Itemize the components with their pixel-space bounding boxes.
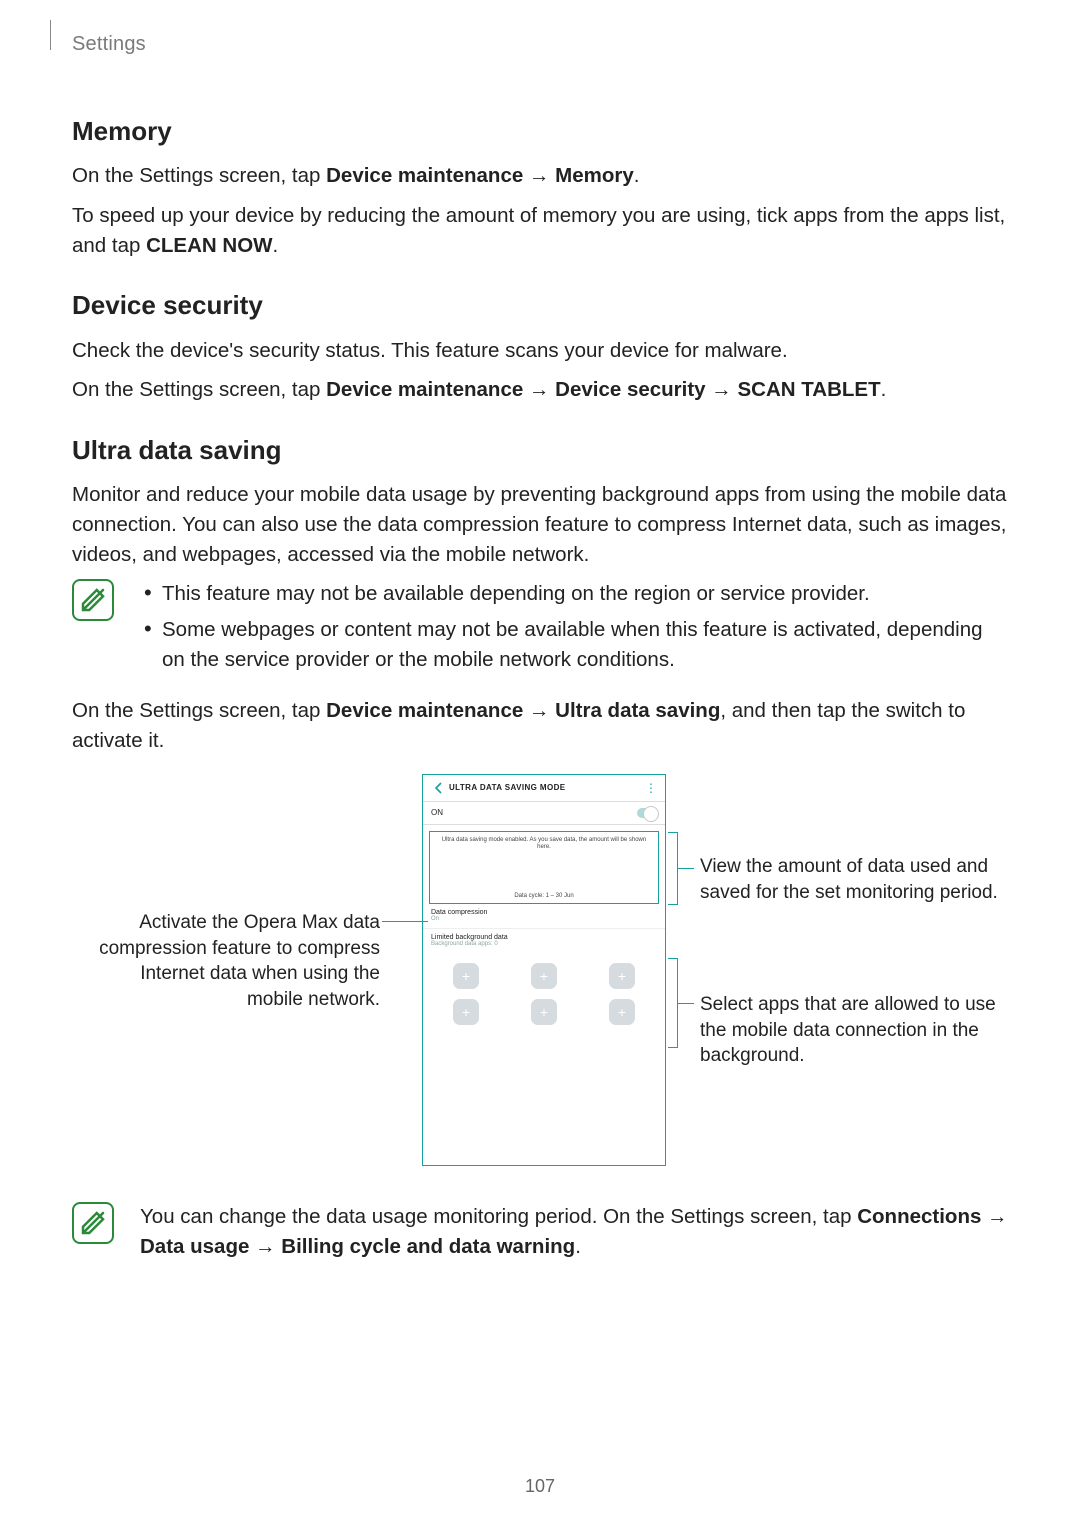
item-title: Limited background data bbox=[431, 934, 657, 941]
memory-p2: To speed up your device by reducing the … bbox=[72, 201, 1008, 260]
uds-intro: Monitor and reduce your mobile data usag… bbox=[72, 480, 1008, 569]
bold: SCAN TABLET bbox=[738, 378, 881, 401]
note-block: This feature may not be available depend… bbox=[72, 579, 1008, 680]
callout-line bbox=[678, 1003, 694, 1004]
bold: CLEAN NOW bbox=[146, 234, 272, 257]
phone-app-grid: + + + + + + bbox=[423, 953, 665, 1035]
security-p2: On the Settings screen, tap Device maint… bbox=[72, 375, 1008, 405]
phone-item-limited-bg[interactable]: Limited background data Background data … bbox=[423, 929, 665, 953]
chart-cycle: Data cycle: 1 – 30 Jun bbox=[436, 893, 652, 899]
text: On the Settings screen, tap bbox=[72, 699, 326, 722]
note-item: This feature may not be available depend… bbox=[140, 579, 1008, 609]
security-p1: Check the device's security status. This… bbox=[72, 336, 1008, 366]
diagram: ULTRA DATA SAVING MODE ⋮ ON Ultra data s… bbox=[72, 774, 1008, 1174]
note-list: This feature may not be available depend… bbox=[140, 579, 1008, 680]
back-icon[interactable] bbox=[431, 782, 447, 794]
note-icon-wrap bbox=[72, 579, 120, 680]
add-app-slot[interactable]: + bbox=[609, 999, 635, 1025]
arrow: → bbox=[523, 164, 555, 187]
pencil-note-icon bbox=[78, 1208, 108, 1238]
tip-block: You can change the data usage monitoring… bbox=[72, 1202, 1008, 1271]
callout-bracket bbox=[668, 958, 678, 1048]
note-icon-wrap bbox=[72, 1202, 120, 1271]
page: Settings Memory On the Settings screen, … bbox=[0, 0, 1080, 1527]
on-label: ON bbox=[431, 808, 443, 817]
phone-item-compression[interactable]: Data compression On bbox=[423, 904, 665, 929]
memory-p1: On the Settings screen, tap Device maint… bbox=[72, 161, 1008, 191]
arrow: → bbox=[706, 378, 738, 401]
heading-uds: Ultra data saving bbox=[72, 435, 1008, 466]
bold: Memory bbox=[555, 164, 634, 187]
bold: Connections bbox=[857, 1205, 981, 1228]
callout-right-top: View the amount of data used and saved f… bbox=[700, 854, 1000, 905]
callout-left: Activate the Opera Max data compression … bbox=[90, 910, 380, 1013]
text: On the Settings screen, tap bbox=[72, 378, 326, 401]
text: . bbox=[634, 164, 640, 187]
text: . bbox=[575, 1235, 581, 1258]
pencil-note-icon bbox=[78, 585, 108, 615]
add-app-slot[interactable]: + bbox=[453, 999, 479, 1025]
page-number: 107 bbox=[0, 1476, 1080, 1497]
bold: Device maintenance bbox=[326, 164, 523, 187]
side-rule bbox=[50, 20, 51, 50]
callout-bracket bbox=[668, 832, 678, 905]
toggle-switch-icon[interactable] bbox=[637, 808, 657, 818]
section-uds: Ultra data saving Monitor and reduce you… bbox=[72, 435, 1008, 1271]
uds-p2: On the Settings screen, tap Device maint… bbox=[72, 696, 1008, 755]
text: On the Settings screen, tap bbox=[72, 164, 326, 187]
bold: Device security bbox=[555, 378, 705, 401]
callout-line bbox=[382, 921, 428, 922]
section-memory: Memory On the Settings screen, tap Devic… bbox=[72, 116, 1008, 260]
bold: Device maintenance bbox=[326, 699, 523, 722]
phone-on-row[interactable]: ON bbox=[423, 801, 665, 825]
text: . bbox=[273, 234, 279, 257]
tip-text: You can change the data usage monitoring… bbox=[140, 1202, 1008, 1261]
phone-title: ULTRA DATA SAVING MODE bbox=[447, 783, 645, 792]
callout-line bbox=[678, 868, 694, 869]
item-sub: On bbox=[431, 916, 657, 922]
item-title: Data compression bbox=[431, 909, 657, 916]
phone-chart: Ultra data saving mode enabled. As you s… bbox=[429, 831, 659, 904]
item-sub: Background data apps: 0 bbox=[431, 941, 657, 947]
phone-mock: ULTRA DATA SAVING MODE ⋮ ON Ultra data s… bbox=[422, 774, 666, 1166]
callout-right-bottom: Select apps that are allowed to use the … bbox=[700, 992, 1010, 1069]
bold: Data usage bbox=[140, 1235, 249, 1258]
breadcrumb: Settings bbox=[72, 33, 146, 56]
more-icon[interactable]: ⋮ bbox=[645, 781, 657, 795]
arrow: → bbox=[523, 378, 555, 401]
phone-header: ULTRA DATA SAVING MODE ⋮ bbox=[423, 775, 665, 801]
add-app-slot[interactable]: + bbox=[453, 963, 479, 989]
arrow: → bbox=[981, 1205, 1007, 1228]
add-app-slot[interactable]: + bbox=[531, 999, 557, 1025]
note-icon bbox=[72, 1202, 114, 1244]
section-security: Device security Check the device's secur… bbox=[72, 290, 1008, 405]
bold: Device maintenance bbox=[326, 378, 523, 401]
heading-memory: Memory bbox=[72, 116, 1008, 147]
content: Memory On the Settings screen, tap Devic… bbox=[72, 116, 1008, 1271]
text: You can change the data usage monitoring… bbox=[140, 1205, 857, 1228]
arrow: → bbox=[249, 1235, 281, 1258]
chart-message: Ultra data saving mode enabled. As you s… bbox=[436, 837, 652, 851]
bold: Billing cycle and data warning bbox=[281, 1235, 575, 1258]
add-app-slot[interactable]: + bbox=[609, 963, 635, 989]
note-item: Some webpages or content may not be avai… bbox=[140, 615, 1008, 674]
note-icon bbox=[72, 579, 114, 621]
arrow: → bbox=[523, 699, 555, 722]
text: . bbox=[881, 378, 887, 401]
bold: Ultra data saving bbox=[555, 699, 720, 722]
heading-security: Device security bbox=[72, 290, 1008, 321]
add-app-slot[interactable]: + bbox=[531, 963, 557, 989]
